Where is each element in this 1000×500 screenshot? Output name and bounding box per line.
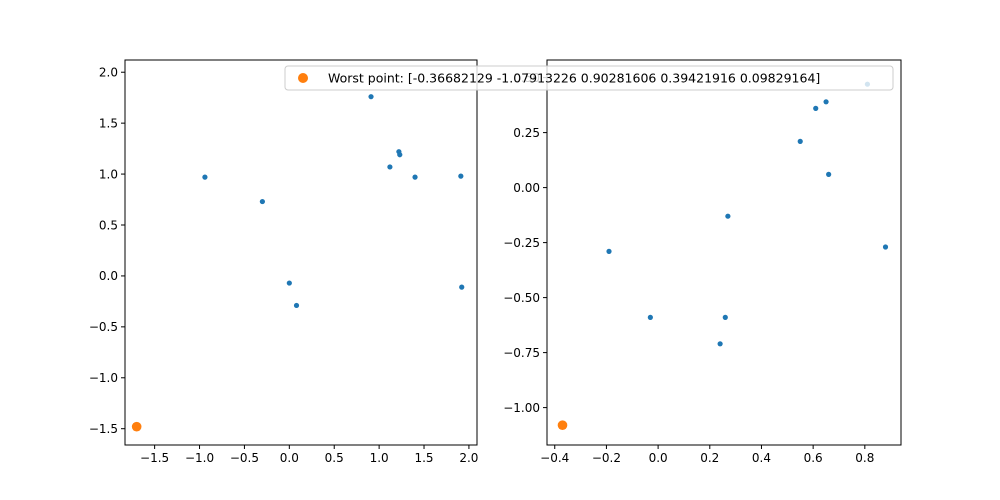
y-tick-label-0-2: −0.5 xyxy=(89,320,118,334)
x-tick-label-0-4: 0.5 xyxy=(325,451,344,465)
y-tick-label-1-5: 0.25 xyxy=(513,126,540,140)
legend-marker-worst-point xyxy=(298,73,308,83)
left-scatter-panel: −1.5 −1.0 −0.5 0.0 0.5 1.0 1.5 2.0 −1.5 −1.0 −0.5 0… xyxy=(89,59,478,465)
data-point-p1-s0-3 xyxy=(797,138,803,144)
y-tick-label-0-5: 1.0 xyxy=(99,167,118,181)
axes-frame-1 xyxy=(546,59,902,446)
data-point-p1-s0-1 xyxy=(823,99,829,105)
data-point-p0-s0-11 xyxy=(459,284,465,290)
data-point-p1-s0-9 xyxy=(722,314,728,320)
x-tick-label-1-6: 0.8 xyxy=(855,451,874,465)
data-point-p0-s0-5 xyxy=(202,174,208,180)
y-tick-label-0-6: 1.5 xyxy=(99,116,118,130)
axes-frame-0 xyxy=(124,59,478,446)
x-tick-label-1-1: −0.2 xyxy=(592,451,621,465)
data-point-p1-s0-7 xyxy=(882,244,889,250)
data-point-p1-s0-5 xyxy=(725,213,731,219)
x-tick-label-0-7: 2.0 xyxy=(459,451,478,465)
data-point-p1-s0-8 xyxy=(647,314,653,320)
data-point-p0-s0-6 xyxy=(412,174,418,180)
data-point-p0-s0-10 xyxy=(293,302,300,309)
data-point-p1-s0-6 xyxy=(606,248,612,254)
legend-box xyxy=(284,65,894,91)
legend-label-worst-point: Worst point: [-0.36682129 -1.07913226 0.… xyxy=(328,71,820,86)
x-tick-label-1-0: −0.4 xyxy=(540,451,569,465)
y-tick-label-1-4: 0.00 xyxy=(513,181,540,195)
data-point-p1-s0-10 xyxy=(717,341,723,347)
data-point-p0-s0-8 xyxy=(259,198,265,205)
data-point-p0-s0-9 xyxy=(286,280,292,286)
x-tick-label-0-0: −1.5 xyxy=(140,451,169,465)
y-tick-label-0-3: 0.0 xyxy=(99,269,118,283)
data-point-p1-s0-4 xyxy=(826,171,832,177)
y-tick-label-1-3: −0.25 xyxy=(503,236,540,250)
data-point-p0-s0-3 xyxy=(397,152,403,158)
y-tick-label-0-7: 2.0 xyxy=(99,66,118,80)
worst-point-marker-p1-s1-0 xyxy=(557,420,568,431)
y-tick-label-0-4: 0.5 xyxy=(99,218,118,232)
x-tick-label-0-3: 0.0 xyxy=(280,451,299,465)
x-tick-label-0-5: 1.0 xyxy=(370,451,389,465)
x-tick-label-1-4: 0.4 xyxy=(752,451,771,465)
x-tick-label-1-3: 0.2 xyxy=(700,451,719,465)
x-tick-label-0-2: −0.5 xyxy=(230,451,259,465)
data-point-p0-s0-4 xyxy=(387,164,393,170)
data-point-p0-s0-7 xyxy=(458,173,464,179)
x-tick-label-0-1: −1.0 xyxy=(185,451,214,465)
y-tick-label-1-2: −0.50 xyxy=(503,291,540,305)
right-scatter-panel: −0.4 −0.2 0.0 0.2 0.4 0.6 0.8 −1.00 −0.75 −0.50 −0… xyxy=(503,59,902,465)
worst-point-marker-p0-s1-0 xyxy=(131,421,142,432)
x-tick-label-1-5: 0.6 xyxy=(804,451,823,465)
x-tick-label-1-2: 0.0 xyxy=(649,451,668,465)
x-tick-label-0-6: 1.5 xyxy=(414,451,433,465)
legend: Worst point: [-0.36682129 -1.07913226 0.… xyxy=(284,65,894,91)
y-tick-label-1-1: −0.75 xyxy=(503,346,540,360)
y-tick-label-0-0: −1.5 xyxy=(89,422,118,436)
y-tick-label-1-0: −1.00 xyxy=(503,401,540,415)
data-point-p0-s0-1 xyxy=(368,94,374,100)
y-tick-label-0-1: −1.0 xyxy=(89,371,118,385)
data-point-p1-s0-2 xyxy=(813,105,819,111)
